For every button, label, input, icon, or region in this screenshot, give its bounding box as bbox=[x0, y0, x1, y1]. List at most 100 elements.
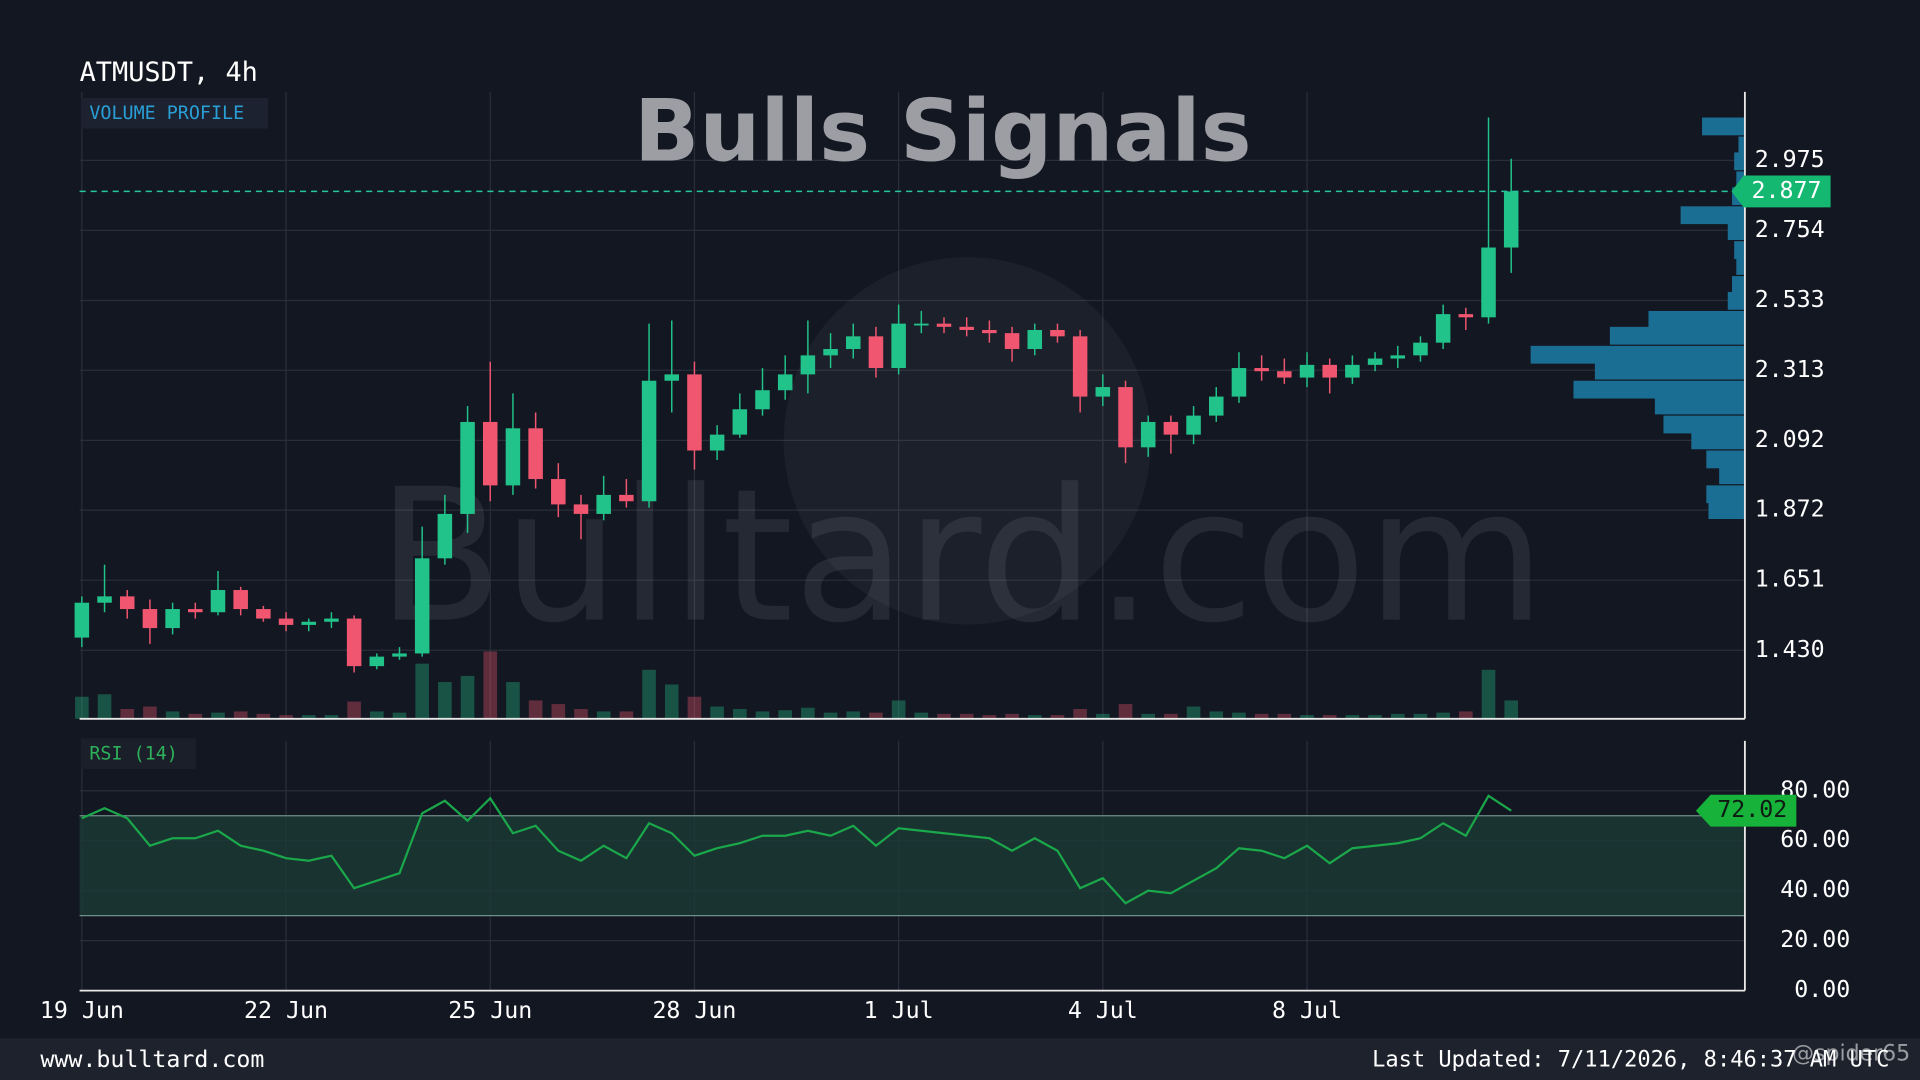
candle-body bbox=[1367, 358, 1383, 365]
volume-bar bbox=[823, 712, 838, 719]
indicator-badge bbox=[80, 97, 269, 129]
candle-body bbox=[324, 618, 339, 622]
candle-body bbox=[505, 428, 521, 486]
volume-bar bbox=[279, 715, 293, 719]
candle-body bbox=[1503, 191, 1519, 248]
watermark-logo: Bulltard.com bbox=[377, 451, 1545, 664]
candle-body bbox=[165, 609, 180, 629]
volume-bar bbox=[1459, 711, 1473, 719]
candle-body bbox=[1322, 364, 1337, 378]
x-tick-label: 25 Jun bbox=[448, 997, 532, 1024]
candle-body bbox=[755, 390, 770, 410]
volume-bar bbox=[574, 708, 588, 719]
indicator-label: VOLUME PROFILE bbox=[89, 103, 244, 124]
volume-bar bbox=[301, 715, 316, 719]
rsi-last-badge bbox=[1695, 794, 1797, 827]
candle-body bbox=[800, 355, 816, 375]
candle-body bbox=[709, 434, 725, 451]
volume-profile-bar bbox=[1719, 466, 1745, 485]
volume-bar bbox=[1050, 715, 1065, 719]
volume-bar bbox=[1005, 713, 1019, 719]
volume-profile-bar bbox=[1708, 501, 1745, 520]
volume-bar bbox=[846, 711, 861, 719]
candle-body bbox=[1390, 355, 1406, 359]
volume-profile-bar bbox=[1609, 326, 1745, 345]
volume-bar bbox=[801, 707, 815, 719]
volume-bar bbox=[778, 710, 792, 719]
volume-bar bbox=[1413, 713, 1428, 719]
volume-bar bbox=[1073, 708, 1087, 719]
candle-body bbox=[959, 326, 974, 330]
rsi-badge bbox=[80, 738, 196, 769]
volume-bar bbox=[596, 711, 611, 719]
candle-body bbox=[233, 590, 248, 610]
volume-bar bbox=[415, 663, 429, 719]
candle-body bbox=[687, 374, 702, 451]
x-tick-label: 28 Jun bbox=[652, 997, 736, 1024]
volume-bar bbox=[1254, 713, 1269, 719]
volume-bar bbox=[619, 711, 634, 719]
candle-body bbox=[210, 590, 226, 613]
volume-bar bbox=[710, 706, 724, 719]
volume-bar bbox=[1322, 715, 1337, 719]
candle-body bbox=[777, 374, 793, 391]
candle-body bbox=[119, 596, 135, 610]
candle-body bbox=[369, 656, 385, 667]
volume-profile-bar bbox=[1680, 206, 1745, 225]
candle-body bbox=[1050, 329, 1065, 337]
y-tick-label: 40.00 bbox=[1780, 876, 1850, 903]
rsi-title: RSI (14) bbox=[89, 743, 177, 764]
volume-profile-bar bbox=[1702, 117, 1745, 136]
volume-bar bbox=[1027, 715, 1042, 719]
candle-body bbox=[528, 428, 543, 480]
volume-bar bbox=[869, 712, 883, 719]
candle-body bbox=[1277, 371, 1292, 378]
x-tick-label: 22 Jun bbox=[244, 997, 328, 1024]
volume-bar bbox=[483, 651, 498, 719]
candle-body bbox=[256, 609, 271, 619]
candle-body bbox=[664, 374, 680, 381]
candle-body bbox=[868, 336, 884, 369]
footer-updated: Last Updated: 7/11/2026, 8:46:37 AM UTC bbox=[1372, 1047, 1889, 1072]
candle-body bbox=[1163, 421, 1179, 435]
volume-profile-bar bbox=[1736, 257, 1745, 275]
candle-body bbox=[573, 504, 589, 514]
candle-body bbox=[1231, 368, 1247, 397]
volume-profile-bar bbox=[1594, 361, 1745, 380]
rsi-last-label: 72.02 bbox=[1717, 796, 1787, 823]
footer-site: www.bulltard.com bbox=[40, 1046, 264, 1073]
volume-bar bbox=[75, 696, 89, 719]
volume-bar bbox=[733, 708, 747, 719]
candle-body bbox=[1413, 342, 1428, 356]
candle-body bbox=[641, 380, 657, 502]
volume-bar bbox=[188, 713, 203, 719]
candle-body bbox=[97, 596, 112, 603]
y-tick-label: 2.313 bbox=[1755, 356, 1825, 383]
volume-bar bbox=[1504, 700, 1519, 719]
candle-body bbox=[392, 653, 407, 657]
volume-profile-bar bbox=[1727, 222, 1745, 240]
candle-body bbox=[460, 421, 475, 514]
y-tick-label: 60.00 bbox=[1780, 826, 1850, 853]
candle-body bbox=[1118, 387, 1133, 448]
y-tick-label: 2.754 bbox=[1755, 216, 1825, 243]
volume-bar bbox=[1436, 712, 1450, 719]
volume-bar bbox=[664, 684, 679, 719]
volume-bar bbox=[256, 713, 271, 719]
volume-bar bbox=[959, 713, 974, 719]
volume-bar bbox=[120, 708, 135, 719]
volume-bar bbox=[1368, 715, 1382, 719]
candle-body bbox=[482, 421, 498, 486]
candle-body bbox=[1345, 364, 1360, 378]
y-tick-label: 2.092 bbox=[1755, 426, 1825, 453]
volume-bar bbox=[891, 700, 906, 719]
y-tick-label: 20.00 bbox=[1780, 926, 1850, 953]
volume-bar bbox=[369, 711, 384, 719]
candle-body bbox=[1209, 396, 1224, 416]
volume-bar bbox=[914, 712, 929, 719]
volume-bar bbox=[97, 694, 112, 719]
candle-body bbox=[142, 609, 158, 629]
